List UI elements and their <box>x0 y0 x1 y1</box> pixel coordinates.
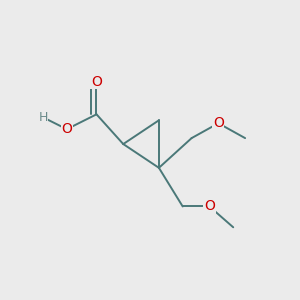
Text: H: H <box>38 111 48 124</box>
Text: O: O <box>204 200 215 214</box>
Text: O: O <box>213 116 224 130</box>
Text: O: O <box>91 75 102 88</box>
Text: O: O <box>61 122 72 136</box>
